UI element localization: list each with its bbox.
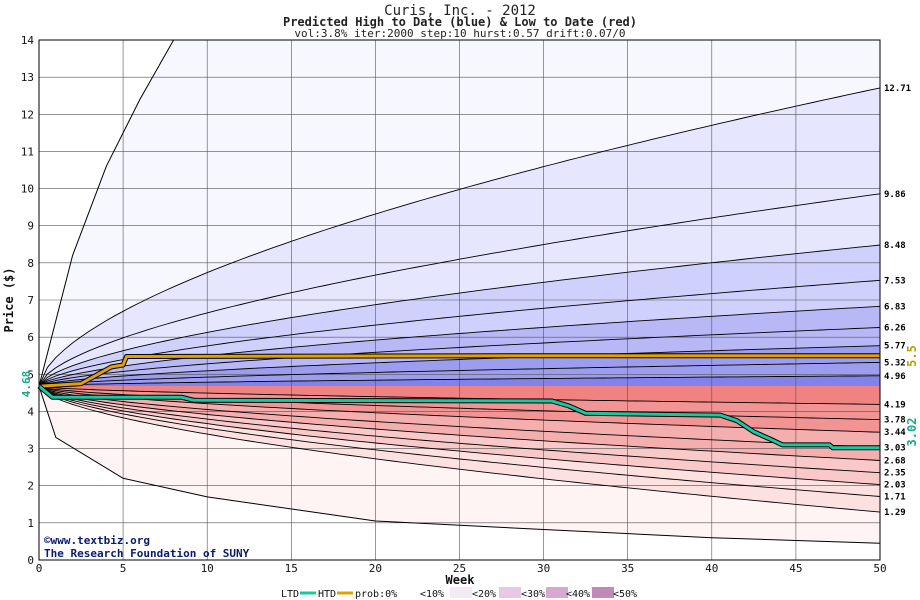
x-tick-labels: 0 5 10 15 20 25 30 35 40 45 50 xyxy=(36,562,887,575)
high-boundary-4 xyxy=(38,305,881,387)
x-tick-15: 15 xyxy=(285,562,298,575)
series-line-ltd xyxy=(38,385,880,450)
high-end-label-8: 12.71 xyxy=(884,84,911,94)
y-tick-1: 1 xyxy=(27,517,34,530)
low-end-label-1: 3.78 xyxy=(884,416,906,426)
legend-prob-label: prob:0% xyxy=(355,589,397,600)
high-boundary-8 xyxy=(38,87,881,387)
legend-ltd-label: LTD xyxy=(281,589,299,600)
high-boundary-7 xyxy=(38,193,881,387)
legend-p10: <10% xyxy=(420,589,444,600)
high-end-label-3: 6.26 xyxy=(884,323,906,333)
high-boundary-6 xyxy=(38,244,881,387)
legend-swatch-0 xyxy=(397,587,419,598)
band-boundaries xyxy=(38,39,881,544)
x-axis-label: Week xyxy=(446,573,476,587)
y-tick-7: 7 xyxy=(27,294,34,307)
series-line-htd xyxy=(38,354,880,388)
low-boundary-5 xyxy=(38,385,881,474)
grid-lines xyxy=(38,39,881,561)
y-tick-13: 13 xyxy=(21,71,34,84)
outer-high-curve xyxy=(38,39,175,387)
x-tick-50: 50 xyxy=(873,562,886,575)
chart-params: vol:3.8% iter:2000 step:10 hurst:0.57 dr… xyxy=(294,27,625,40)
low-end-label-7: 1.71 xyxy=(884,492,906,502)
legend-swatch-10 xyxy=(450,587,472,598)
high-boundary-3 xyxy=(38,327,881,387)
y-tick-0: 0 xyxy=(27,554,34,567)
y-tick-3: 3 xyxy=(27,443,34,456)
plot-frame xyxy=(38,39,881,561)
x-tick-0: 0 xyxy=(36,562,43,575)
x-tick-5: 5 xyxy=(120,562,127,575)
high-end-label-6: 8.48 xyxy=(884,241,906,251)
low-boundary-0 xyxy=(38,385,881,405)
credit-org: The Research Foundation of SUNY xyxy=(44,547,250,560)
low-end-label-6: 2.03 xyxy=(884,481,906,491)
low-boundary-6 xyxy=(38,385,881,486)
legend-p50: <50% xyxy=(613,589,637,600)
y-tick-11: 11 xyxy=(21,145,34,158)
x-tick-10: 10 xyxy=(201,562,214,575)
y-tick-12: 12 xyxy=(21,108,34,121)
high-end-label-7: 9.86 xyxy=(884,190,906,200)
y-tick-9: 9 xyxy=(27,220,34,233)
legend-p40: <40% xyxy=(566,589,590,600)
legend-swatch-30 xyxy=(546,587,568,598)
htd-final-label: 5.5 xyxy=(905,345,919,367)
low-end-label-2: 3.44 xyxy=(884,428,906,438)
high-end-label-5: 7.53 xyxy=(884,276,906,286)
high-end-label-4: 6.83 xyxy=(884,302,906,312)
legend-p30: <30% xyxy=(521,589,545,600)
x-tick-40: 40 xyxy=(705,562,718,575)
x-tick-30: 30 xyxy=(537,562,550,575)
y-tick-2: 2 xyxy=(27,480,34,493)
band-end-labels: 4.96 5.32 5.77 6.26 6.83 7.53 8.48 9.86 12.71 4.1… xyxy=(884,84,911,518)
low-boundary-8 xyxy=(38,385,881,513)
high-end-label-2: 5.77 xyxy=(884,342,906,352)
high-end-label-1: 5.32 xyxy=(884,358,906,368)
high-boundary-0 xyxy=(38,375,880,387)
high-boundary-5 xyxy=(38,279,881,387)
y-tick-14: 14 xyxy=(21,34,35,47)
ltd-final-label: 3.02 xyxy=(905,418,919,447)
low-end-label-8: 1.29 xyxy=(884,508,906,518)
x-tick-25: 25 xyxy=(453,562,466,575)
low-boundary-3 xyxy=(38,385,881,448)
high-boundary-2 xyxy=(38,345,881,387)
x-tick-20: 20 xyxy=(369,562,382,575)
low-end-label-3: 3.03 xyxy=(884,443,906,453)
legend: LTD HTD prob:0% <10% <20% <30% <40% <50% xyxy=(281,587,637,600)
outer-low-curve xyxy=(38,386,881,544)
x-tick-35: 35 xyxy=(621,562,634,575)
y-tick-5: 5 xyxy=(27,368,34,381)
legend-p20: <20% xyxy=(472,589,496,600)
low-end-label-0: 4.19 xyxy=(884,400,906,410)
low-boundary-4 xyxy=(38,385,881,461)
y-tick-4: 4 xyxy=(27,405,34,418)
legend-htd-label: HTD xyxy=(318,589,336,600)
y-tick-10: 10 xyxy=(21,183,34,196)
low-end-label-5: 2.35 xyxy=(884,469,906,479)
legend-swatch-20 xyxy=(499,587,521,598)
chart-title: Curis, Inc. - 2012 xyxy=(384,3,536,19)
start-price-label: 4.68 xyxy=(20,371,33,398)
high-end-label-0: 4.96 xyxy=(884,372,906,382)
low-boundary-2 xyxy=(38,385,881,433)
chart-subtitle: Predicted High to Date (blue) & Low to D… xyxy=(283,15,637,29)
y-tick-8: 8 xyxy=(27,257,34,270)
low-end-label-4: 2.68 xyxy=(884,456,906,466)
high-boundary-1 xyxy=(38,361,881,387)
credit-website: ©www.textbiz.org xyxy=(44,534,150,547)
x-tick-45: 45 xyxy=(789,562,802,575)
y-tick-6: 6 xyxy=(27,331,34,344)
y-axis-label: Price ($) xyxy=(2,267,16,332)
legend-swatch-40 xyxy=(592,587,614,598)
series-lines xyxy=(37,353,880,451)
low-boundary-7 xyxy=(38,385,881,497)
